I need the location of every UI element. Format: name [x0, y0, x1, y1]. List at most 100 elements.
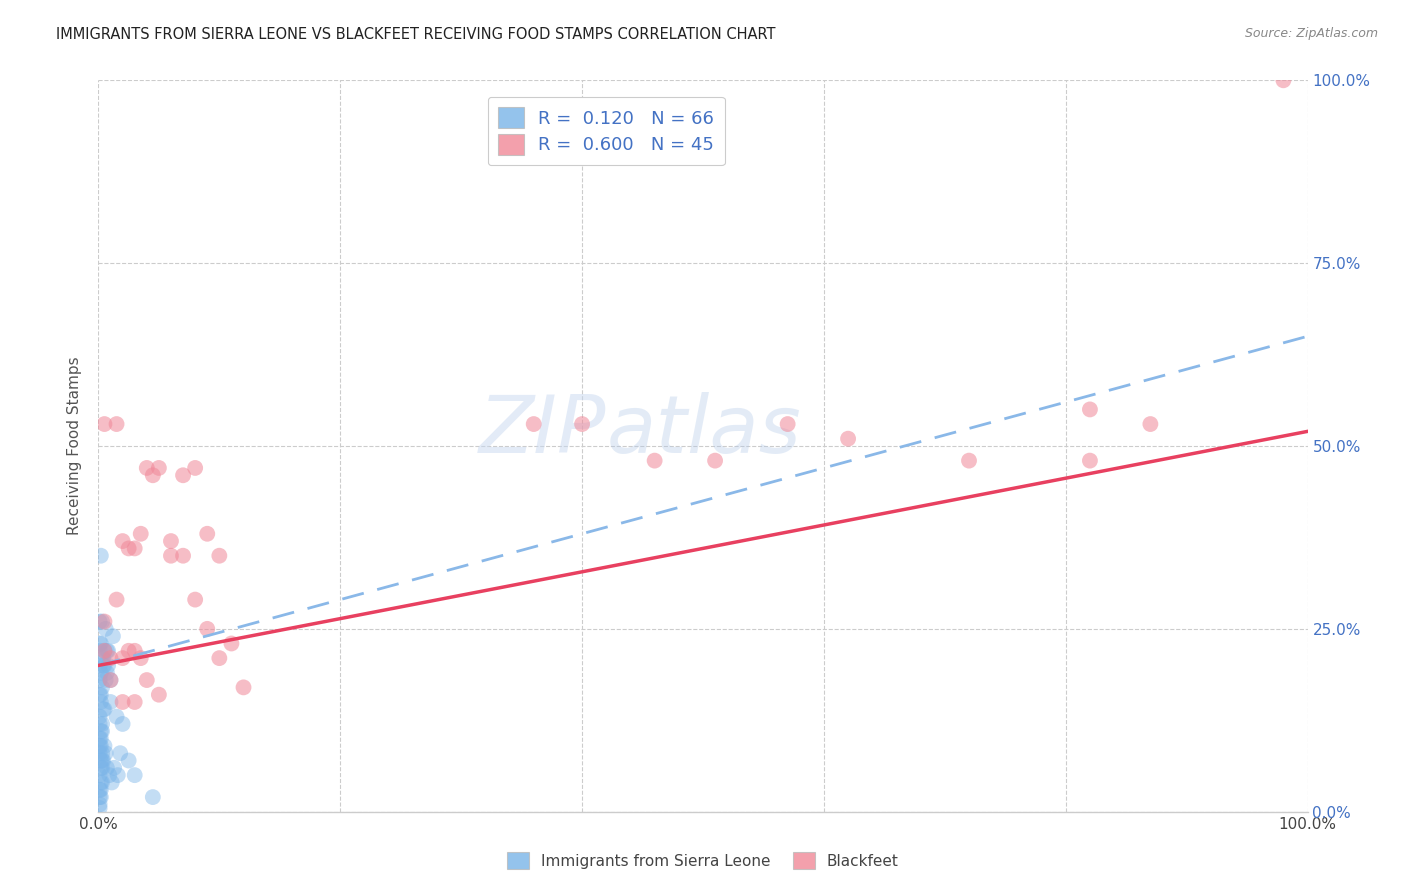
Point — [91, 724, 114, 739]
Point — [1078, 453, 1101, 467]
Point — [90, 636, 112, 650]
Point — [111, 717, 134, 731]
Point — [93, 702, 115, 716]
Point — [93, 644, 115, 658]
Point — [129, 651, 152, 665]
Point — [90, 549, 112, 563]
Point — [89, 731, 111, 746]
Point — [208, 651, 231, 665]
Point — [124, 768, 146, 782]
Point — [111, 695, 134, 709]
Point — [93, 658, 115, 673]
Point — [142, 790, 165, 805]
Point — [91, 651, 114, 665]
Point — [89, 790, 111, 805]
Point — [100, 695, 122, 709]
Point — [91, 775, 114, 789]
Point — [111, 651, 134, 665]
Point — [142, 468, 165, 483]
Point — [89, 636, 111, 650]
Point — [184, 592, 207, 607]
Point — [91, 702, 114, 716]
Point — [89, 688, 111, 702]
Point — [957, 453, 980, 467]
Point — [91, 754, 114, 768]
Point — [107, 768, 129, 782]
Point — [1139, 417, 1161, 431]
Point — [96, 761, 118, 775]
Point — [89, 801, 111, 815]
Point — [94, 746, 117, 760]
Point — [100, 673, 122, 687]
Point — [93, 739, 115, 753]
Point — [93, 644, 115, 658]
Point — [160, 549, 183, 563]
Point — [124, 541, 146, 556]
Point — [105, 709, 128, 723]
Point — [91, 615, 114, 629]
Point — [90, 775, 112, 789]
Point — [90, 761, 112, 775]
Point — [103, 761, 125, 775]
Point — [90, 665, 112, 680]
Point — [776, 417, 799, 431]
Point — [100, 673, 122, 687]
Point — [90, 754, 112, 768]
Point — [90, 782, 112, 797]
Point — [89, 673, 111, 687]
Point — [124, 695, 146, 709]
Point — [91, 717, 114, 731]
Point — [90, 731, 112, 746]
Point — [837, 432, 859, 446]
Point — [90, 724, 112, 739]
Point — [91, 746, 114, 760]
Point — [124, 644, 146, 658]
Point — [644, 453, 666, 467]
Point — [89, 746, 111, 760]
Point — [94, 622, 117, 636]
Point — [91, 761, 114, 775]
Point — [90, 695, 112, 709]
Point — [89, 658, 111, 673]
Text: atlas: atlas — [606, 392, 801, 470]
Point — [89, 717, 111, 731]
Point — [571, 417, 593, 431]
Point — [160, 534, 183, 549]
Point — [89, 768, 111, 782]
Point — [135, 673, 157, 687]
Point — [93, 615, 115, 629]
Point — [101, 629, 124, 643]
Point — [184, 461, 207, 475]
Point — [195, 526, 218, 541]
Point — [89, 644, 111, 658]
Point — [1272, 73, 1295, 87]
Point — [523, 417, 546, 431]
Point — [148, 688, 170, 702]
Point — [172, 468, 194, 483]
Point — [108, 746, 131, 760]
Point — [172, 549, 194, 563]
Point — [90, 688, 112, 702]
Point — [221, 636, 243, 650]
Point — [208, 549, 231, 563]
Point — [232, 681, 254, 695]
Point — [89, 782, 111, 797]
Point — [90, 790, 112, 805]
Point — [129, 526, 152, 541]
Point — [96, 665, 118, 680]
Point — [93, 417, 115, 431]
Text: IMMIGRANTS FROM SIERRA LEONE VS BLACKFEET RECEIVING FOOD STAMPS CORRELATION CHAR: IMMIGRANTS FROM SIERRA LEONE VS BLACKFEE… — [56, 27, 776, 42]
Point — [100, 775, 122, 789]
Point — [195, 622, 218, 636]
Point — [91, 681, 114, 695]
Y-axis label: Receiving Food Stamps: Receiving Food Stamps — [67, 357, 83, 535]
Point — [97, 658, 120, 673]
Point — [148, 461, 170, 475]
Point — [94, 673, 117, 687]
Point — [96, 644, 118, 658]
Point — [105, 417, 128, 431]
Point — [91, 658, 114, 673]
Point — [98, 768, 121, 782]
Point — [89, 615, 111, 629]
Point — [89, 709, 111, 723]
